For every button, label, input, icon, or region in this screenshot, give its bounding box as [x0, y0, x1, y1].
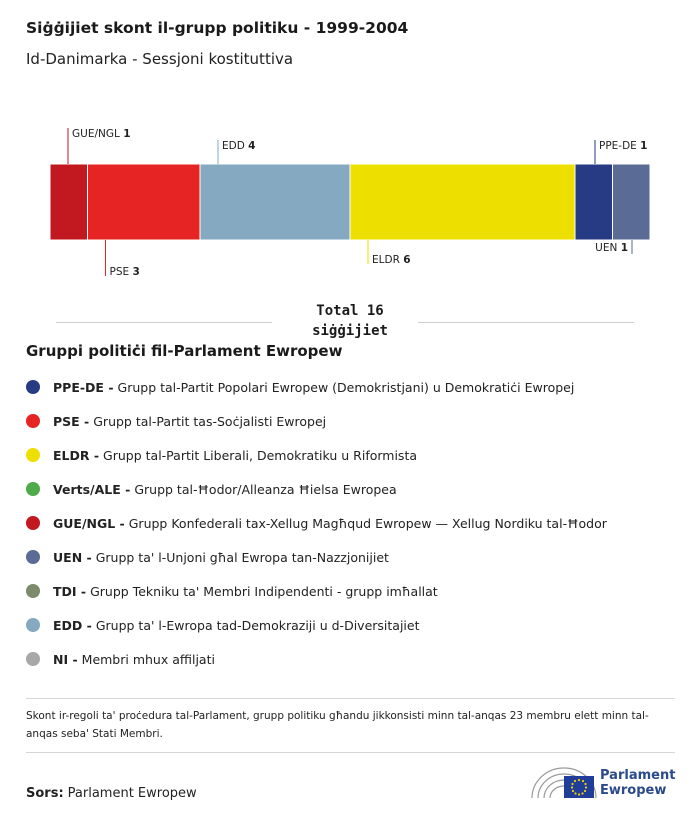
callout-label: UEN 1	[595, 242, 628, 254]
legend-abbr: TDI -	[53, 583, 87, 599]
legend-swatch	[26, 652, 40, 666]
bar-segment-pse	[87, 163, 201, 241]
legend-swatch	[26, 516, 40, 530]
chart-subtitle: Id-Danimarka - Sessjoni kostituttiva	[26, 50, 294, 68]
legend-abbr: PSE -	[53, 413, 90, 429]
legend-swatch	[26, 618, 40, 632]
total-rule-left	[56, 322, 272, 323]
legend-desc: Grupp tal-Partit Popolari Ewropew (Demok…	[117, 379, 575, 395]
logo-line-1: Parlament	[600, 768, 676, 783]
legend-abbr: UEN -	[53, 549, 92, 565]
legend-item: NI - Membri mhux affiljati	[26, 642, 607, 676]
legend-desc: Grupp tal-Partit Liberali, Demokratiku u…	[103, 447, 418, 463]
callout-label: EDD 4	[222, 140, 255, 152]
legend-abbr: EDD -	[53, 617, 92, 633]
legend-swatch	[26, 482, 40, 496]
legend-desc: Grupp tal-Ħodor/Alleanza Ħielsa Ewropea	[134, 481, 397, 497]
legend-desc: Grupp tal-Partit tas-Soċjalisti Ewropej	[93, 413, 327, 429]
hemicycle-icon	[531, 767, 597, 799]
logo-text: Parlament Ewropew	[600, 768, 675, 798]
legend-title: Gruppi politiċi fil-Parlament Ewropew	[26, 342, 343, 360]
legend-desc: Grupp ta' l-Unjoni għal Ewropa tan-Nazzj…	[95, 549, 389, 565]
legend-swatch	[26, 550, 40, 564]
legend-item: TDI - Grupp Tekniku ta' Membri Indipenden…	[26, 574, 607, 608]
eu-flag-icon	[564, 776, 594, 798]
source-value: Parlament Ewropew	[67, 786, 197, 801]
legend-desc: Grupp ta' l-Ewropa tad-Demokraziji u d-D…	[95, 617, 420, 633]
legend-swatch	[26, 584, 40, 598]
legend-item: Verts/ALE - Grupp tal-Ħodor/Alleanza Ħiel…	[26, 472, 607, 506]
legend-list: PPE-DE - Grupp tal-Partit Popolari Ewrope…	[26, 370, 607, 676]
legend-swatch	[26, 448, 40, 462]
legend-desc: Grupp Tekniku ta' Membri Indipendenti - …	[90, 583, 438, 599]
source-line: Sors: Parlament Ewropew	[26, 786, 197, 801]
legend-swatch	[26, 414, 40, 428]
bar-segment-uen	[612, 163, 651, 241]
legend-abbr: GUE/NGL -	[53, 515, 125, 531]
legend-swatch	[26, 380, 40, 394]
callout-label: PSE 3	[110, 266, 140, 278]
total-seats-label: Total 16 siġġijiet	[0, 301, 700, 341]
bar-segment-eldr	[349, 163, 576, 241]
callout-label: ELDR 6	[372, 254, 411, 266]
divider-top	[26, 698, 675, 699]
legend-item: ELDR - Grupp tal-Partit Liberali, Demokra…	[26, 438, 607, 472]
callout-label: PPE-DE 1	[599, 140, 647, 152]
legend-desc: Membri mhux affiljati	[81, 651, 215, 667]
source-label: Sors:	[26, 786, 64, 801]
parliament-logo: Parlament Ewropew	[530, 762, 680, 802]
callout-label: GUE/NGL 1	[72, 128, 131, 140]
bar-segment-edd	[199, 163, 351, 241]
legend-item: UEN - Grupp ta' l-Unjoni għal Ewropa tan-…	[26, 540, 607, 574]
legend-abbr: Verts/ALE -	[53, 481, 131, 497]
legend-abbr: NI -	[53, 651, 78, 667]
logo-line-2: Ewropew	[600, 783, 667, 798]
legend-item: GUE/NGL - Grupp Konfederali tax-Xellug Ma…	[26, 506, 607, 540]
seat-bar-chart: GUE/NGL 1 PSE 3 EDD 4 ELDR 6 PPE-DE 1 UEN 1	[49, 128, 651, 278]
bar-segment-ppe-de	[574, 163, 613, 241]
legend-item: PPE-DE - Grupp tal-Partit Popolari Ewrope…	[26, 370, 607, 404]
bar-segment-gue-ngl	[49, 163, 88, 241]
legend-abbr: PPE-DE -	[53, 379, 114, 395]
footnote: Skont ir-regoli ta' proċedura tal-Parlam…	[26, 710, 649, 740]
legend-abbr: ELDR -	[53, 447, 100, 463]
chart-title: Siġġijiet skont il-grupp politiku - 1999…	[26, 19, 409, 37]
total-seats-text: Total 16 siġġijiet	[312, 303, 388, 339]
total-rule-right	[418, 322, 634, 323]
divider-bottom	[26, 752, 675, 753]
legend-desc: Grupp Konfederali tax-Xellug Magħqud Ewr…	[128, 515, 607, 531]
legend-item: PSE - Grupp tal-Partit tas-Soċjalisti Ewr…	[26, 404, 607, 438]
legend-item: EDD - Grupp ta' l-Ewropa tad-Demokraziji …	[26, 608, 607, 642]
